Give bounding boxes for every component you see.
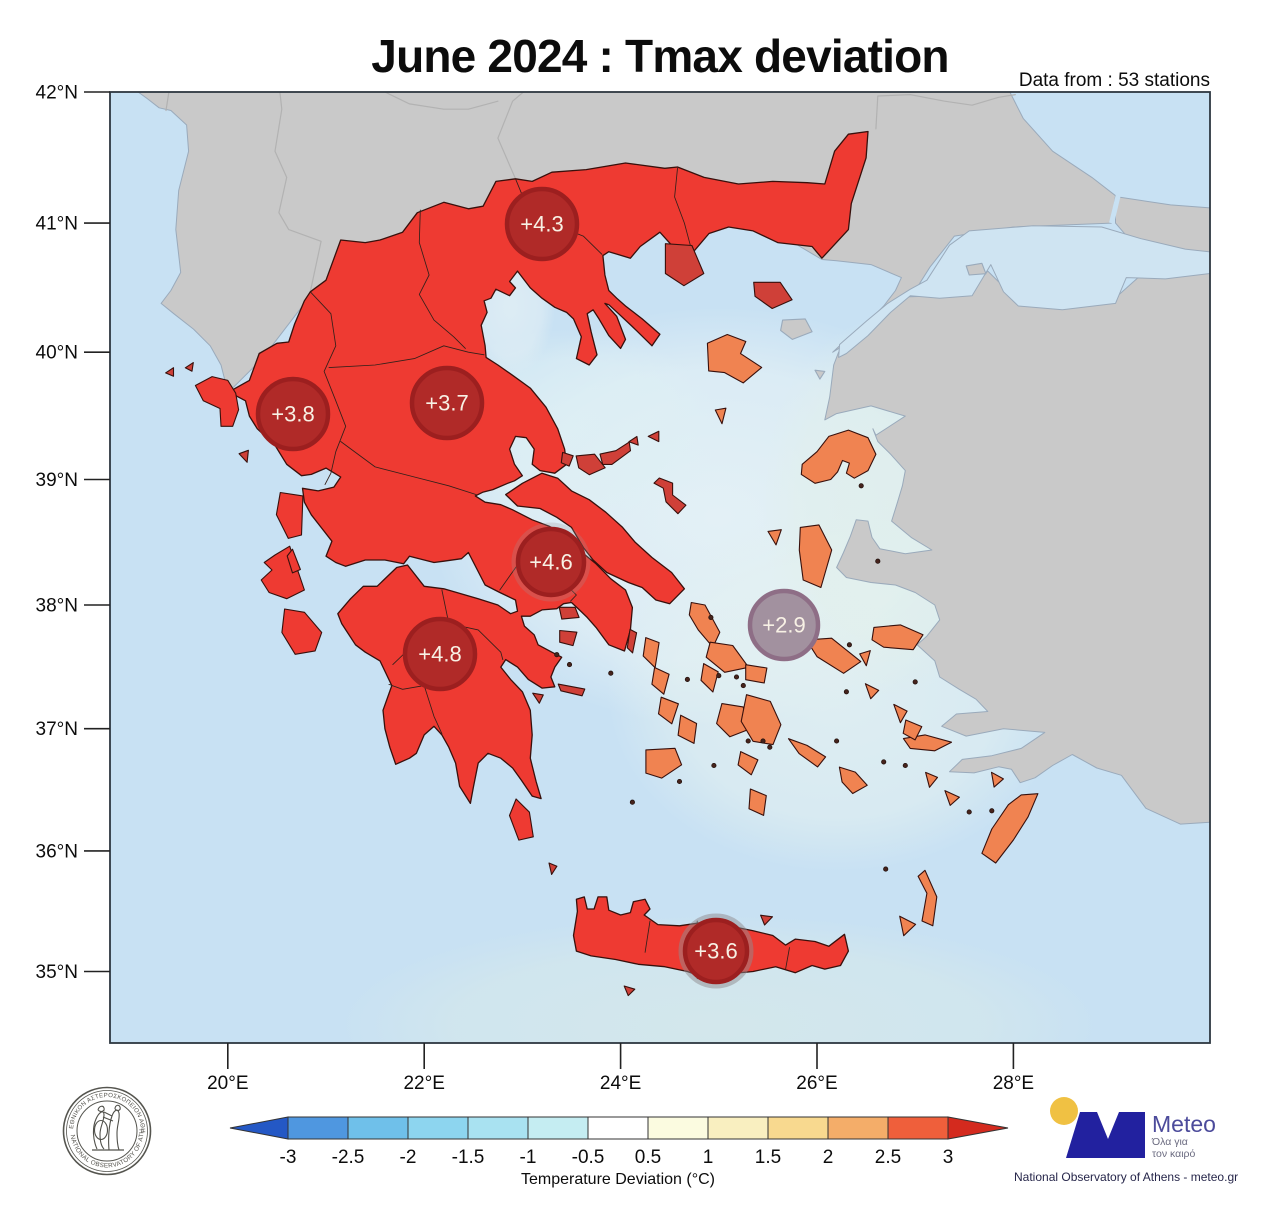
svg-text:+3.8: +3.8 [271,402,314,427]
svg-text:22°E: 22°E [403,1073,444,1094]
svg-text:2: 2 [823,1147,834,1168]
svg-text:+3.6: +3.6 [694,939,737,964]
svg-text:Όλα για: Όλα για [1151,1136,1188,1148]
svg-text:National Observatory of Athens: National Observatory of Athens - meteo.g… [1014,1170,1238,1184]
svg-text:0.5: 0.5 [635,1147,661,1168]
svg-text:37°N: 37°N [36,719,78,740]
svg-text:τον καιρό: τον καιρό [1152,1148,1196,1160]
svg-text:35°N: 35°N [36,962,78,983]
svg-text:Data from : 53 stations: Data from : 53 stations [1019,70,1210,91]
svg-text:42°N: 42°N [36,83,78,104]
svg-text:Meteo: Meteo [1152,1111,1216,1137]
svg-text:26°E: 26°E [796,1073,837,1094]
svg-text:+4.6: +4.6 [529,550,572,575]
svg-text:40°N: 40°N [36,343,78,364]
svg-text:39°N: 39°N [36,470,78,491]
svg-text:June 2024 : Tmax deviation: June 2024 : Tmax deviation [371,30,948,82]
svg-text:38°N: 38°N [36,596,78,617]
svg-text:+4.3: +4.3 [520,212,563,237]
svg-text:1.5: 1.5 [755,1147,781,1168]
svg-text:-2: -2 [400,1147,417,1168]
svg-text:-1: -1 [520,1147,537,1168]
svg-text:+3.7: +3.7 [425,391,468,416]
svg-text:20°E: 20°E [207,1073,248,1094]
svg-text:-1.5: -1.5 [452,1147,485,1168]
svg-text:28°E: 28°E [993,1073,1034,1094]
svg-text:Temperature Deviation (°C): Temperature Deviation (°C) [521,1171,715,1188]
svg-text:-0.5: -0.5 [572,1147,605,1168]
svg-text:1: 1 [703,1147,714,1168]
svg-text:41°N: 41°N [36,214,78,235]
svg-text:-3: -3 [280,1147,297,1168]
svg-text:-2.5: -2.5 [332,1147,365,1168]
svg-text:3: 3 [943,1147,954,1168]
svg-text:+2.9: +2.9 [762,613,805,638]
svg-text:24°E: 24°E [600,1073,641,1094]
svg-text:+4.8: +4.8 [418,642,461,667]
svg-text:2.5: 2.5 [875,1147,901,1168]
svg-text:36°N: 36°N [36,841,78,862]
